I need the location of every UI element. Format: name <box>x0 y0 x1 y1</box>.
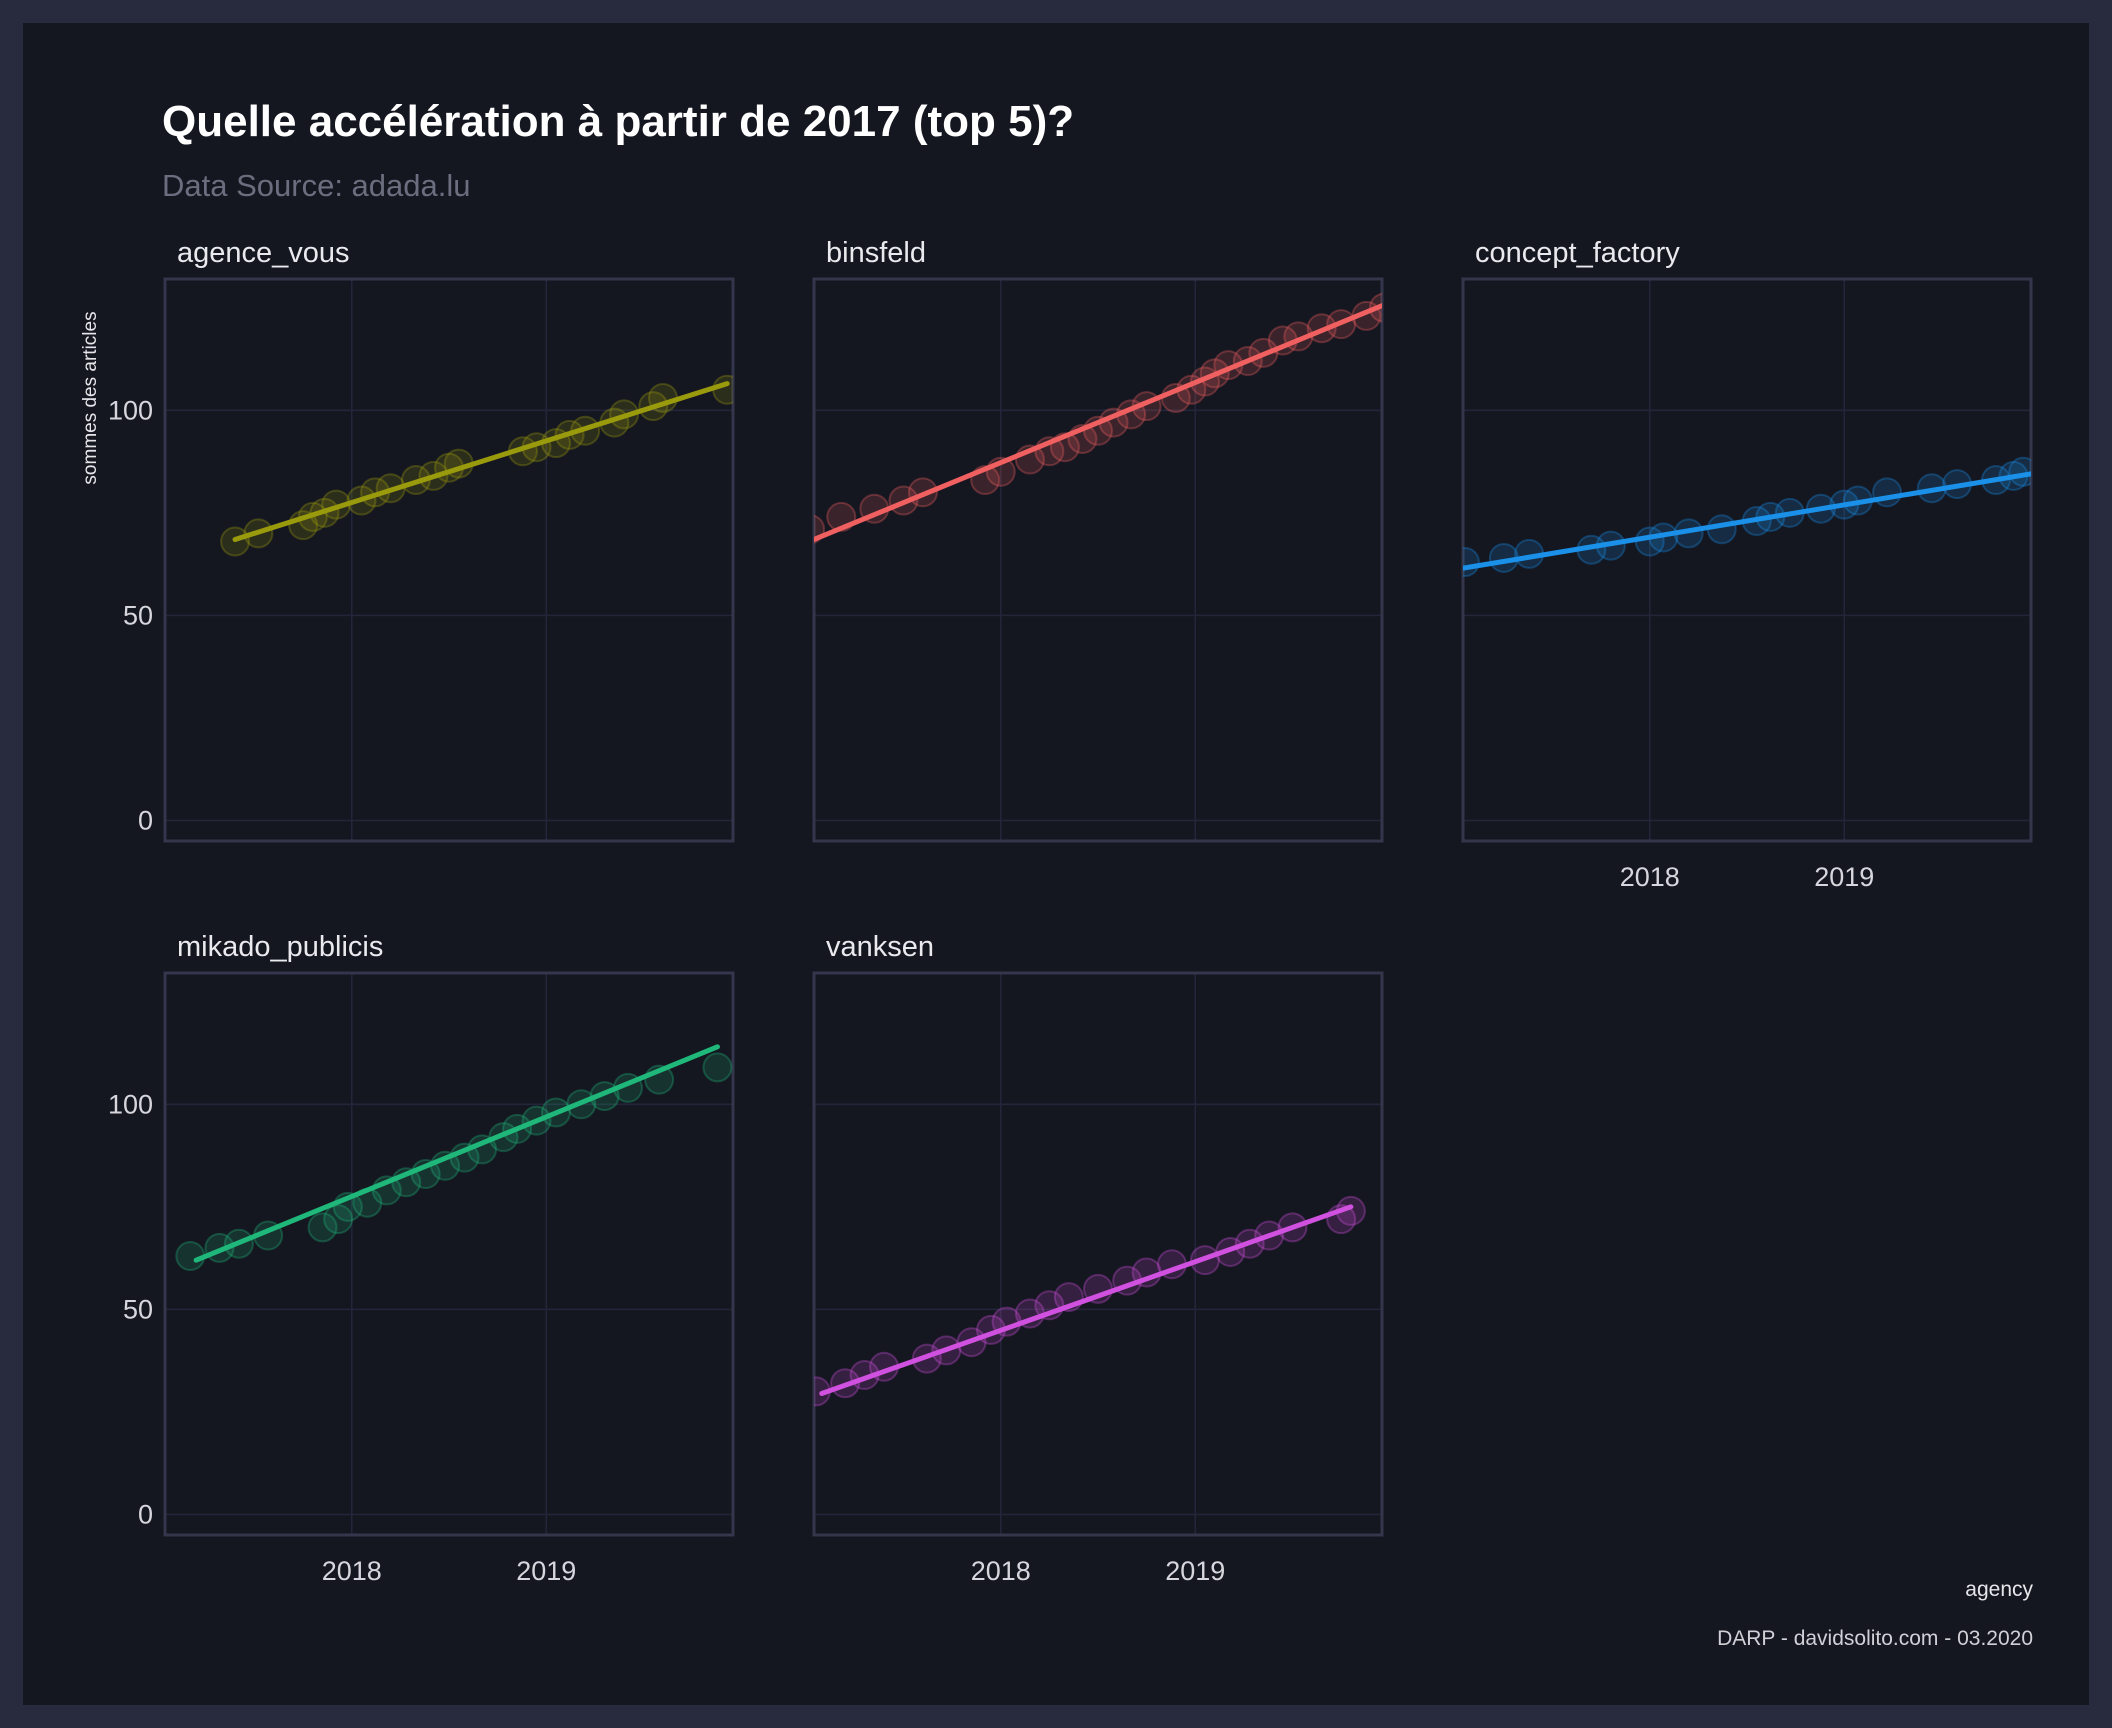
facet-agence_vous: agence_vous 0 50 100 <box>108 237 735 843</box>
x-tick-label: 2018 <box>322 1556 382 1586</box>
x-tick-label: 2019 <box>516 1556 576 1586</box>
panel-content <box>220 374 733 557</box>
chart-subtitle: Data Source: adada.lu <box>162 168 471 203</box>
y-tick-label: 50 <box>123 1294 153 1324</box>
trend-line <box>1463 471 2031 571</box>
panel-content <box>1463 456 2031 578</box>
trend-line <box>814 303 1382 542</box>
panel-content <box>814 1195 1366 1407</box>
y-tick-label: 100 <box>108 1089 153 1119</box>
plot-panel: Quelle accélération à partir de 2017 (to… <box>23 23 2089 1705</box>
x-tick-label: 2019 <box>1814 862 1874 892</box>
y-tick-label: 100 <box>108 395 153 425</box>
chart-title: Quelle accélération à partir de 2017 (to… <box>162 97 1074 146</box>
data-point <box>1463 547 1480 578</box>
facet-label: binsfeld <box>826 237 926 269</box>
facet-label: concept_factory <box>1475 237 1680 269</box>
x-tick-label: 2018 <box>1620 862 1680 892</box>
facet-mikado_publicis: mikado_publicis 0 50 100 2018 2019 <box>108 931 735 1586</box>
data-point <box>307 1212 338 1243</box>
data-point <box>712 374 733 405</box>
faceted-scatter-chart: Quelle accélération à partir de 2017 (to… <box>80 97 2033 1650</box>
facet-label: agence_vous <box>177 237 350 269</box>
x-tick-label: 2019 <box>1165 1556 1225 1586</box>
data-point <box>323 1204 354 1235</box>
facet-panels: agence_vous 0 50 100 binsfeld concept_factory… <box>108 237 2033 1586</box>
y-tick-label: 0 <box>138 1499 153 1529</box>
trend-line <box>819 1204 1354 1396</box>
facet-label: mikado_publicis <box>177 931 383 963</box>
panel-border <box>163 277 735 843</box>
facet-label: vanksen <box>826 931 934 963</box>
facet-concept_factory: concept_factory 2018 2019 <box>1461 237 2033 892</box>
panel-content <box>175 1044 733 1272</box>
trend-line <box>232 381 730 542</box>
panel-border <box>163 971 735 1537</box>
facet-binsfeld: binsfeld <box>812 237 1384 843</box>
panel-border <box>812 277 1384 843</box>
facet-vanksen: vanksen 2018 2019 <box>812 931 1384 1586</box>
trend-line <box>193 1044 720 1263</box>
panel-border <box>812 971 1384 1537</box>
data-point <box>1872 477 1903 508</box>
data-point <box>2008 456 2031 487</box>
y-tick-label: 50 <box>123 600 153 630</box>
chart-caption: DARP - davidsolito.com - 03.2020 <box>1717 1627 2033 1650</box>
y-axis-label: sommes des articles <box>80 311 101 484</box>
y-tick-label: 0 <box>138 805 153 835</box>
panel-border <box>1461 277 2033 843</box>
legend-title: agency <box>1965 1578 2033 1601</box>
data-point <box>702 1052 733 1083</box>
panel-content <box>814 292 1382 544</box>
x-tick-label: 2018 <box>971 1556 1031 1586</box>
